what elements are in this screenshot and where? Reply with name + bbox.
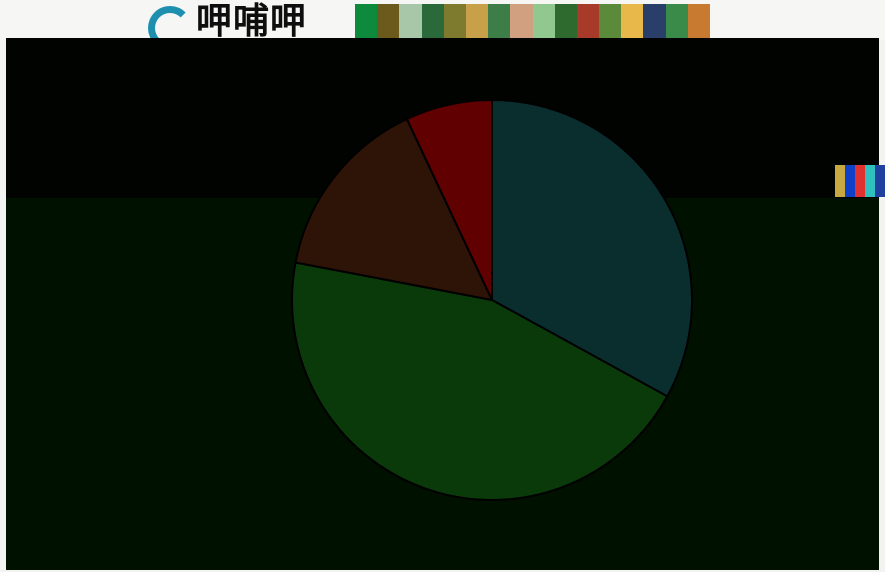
side-color-strip (835, 165, 885, 197)
mosaic-tile (488, 4, 511, 38)
mosaic-tile (532, 4, 555, 38)
mosaic-tile (554, 4, 577, 38)
mosaic-tile (421, 4, 444, 38)
pie-slice-0 (491, 98, 693, 398)
side-strip-tile (845, 165, 855, 197)
side-strip-tile (855, 165, 865, 197)
logo-icon (148, 6, 192, 50)
pie-slice-3 (405, 98, 493, 301)
mosaic-tile (687, 4, 710, 38)
mosaic-tile (576, 4, 600, 38)
pie-slice-1 (291, 261, 669, 501)
mosaic-tile (377, 4, 400, 38)
mosaic-tile (355, 4, 378, 38)
mosaic-tile (643, 4, 666, 38)
header-image-mosaic (355, 4, 710, 38)
side-strip-tile (875, 165, 885, 197)
pie-slice-2 (294, 117, 494, 302)
mosaic-tile (665, 4, 688, 38)
mosaic-tile (399, 4, 422, 38)
mosaic-tile (599, 4, 622, 38)
mosaic-tile (465, 4, 489, 38)
mosaic-tile (443, 4, 466, 38)
side-strip-tile (865, 165, 875, 197)
logo-text: 呷哺呷 (196, 1, 308, 42)
side-strip-tile (835, 165, 845, 197)
mosaic-tile (621, 4, 644, 38)
mosaic-tile (510, 4, 533, 38)
